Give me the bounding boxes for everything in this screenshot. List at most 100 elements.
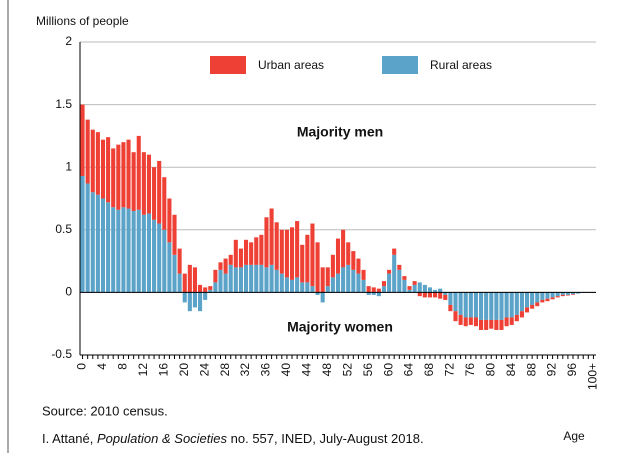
bar-segment [315, 292, 320, 295]
bar-segment [213, 269, 218, 283]
bar-segment [433, 292, 438, 298]
bar-segment [320, 267, 325, 293]
bar-segment [228, 264, 233, 293]
bar-segment [504, 292, 509, 318]
bar-segment [85, 119, 90, 184]
bar-segment [198, 292, 203, 312]
bar-segment [177, 273, 182, 293]
bar-segment [300, 244, 305, 283]
bar-segment [514, 292, 519, 315]
bar-segment [530, 292, 535, 305]
bar-segment [167, 242, 172, 293]
bar-segment [341, 267, 346, 293]
bar-segment [458, 314, 463, 325]
x-tick-label: 20 [177, 363, 191, 377]
legend-swatch [382, 56, 418, 74]
bar-segment [387, 273, 392, 293]
bar-segment [233, 239, 238, 268]
bar-segment [177, 248, 182, 274]
bar-segment [448, 292, 453, 305]
bar-segment [422, 284, 427, 293]
bar-segment [95, 194, 100, 293]
bar-segment [90, 129, 95, 193]
bar-segment [479, 292, 484, 320]
bar-segment [259, 234, 264, 265]
bar-segment [315, 242, 320, 293]
bar-segment [433, 289, 438, 293]
x-tick-label: 100+ [586, 363, 600, 390]
bar-segment [422, 292, 427, 298]
bar-segment [152, 167, 157, 220]
bar-segment [295, 277, 300, 293]
bar-segment [371, 287, 376, 293]
bar-segment [325, 286, 330, 293]
bar-segment [305, 282, 310, 293]
bar-segment [509, 317, 514, 325]
bar-segment [356, 273, 361, 293]
annotation: Majority women [287, 319, 393, 335]
x-tick-label: 88 [524, 363, 538, 377]
bar-segment [289, 227, 295, 280]
bar-segment [530, 304, 535, 309]
y-tick-label: 0 [65, 285, 72, 299]
x-tick-label: 12 [136, 363, 150, 377]
bar-segment [458, 292, 463, 315]
bar-segment [131, 211, 136, 293]
bar-segment [371, 292, 376, 295]
bar-segment [381, 286, 387, 293]
bar-segment [121, 142, 126, 208]
bar-segment [325, 267, 330, 287]
x-tick-label: 44 [300, 363, 314, 377]
bar-segment [560, 294, 565, 297]
bar-segment [162, 229, 167, 293]
bar-segment [167, 198, 172, 243]
bar-segment [381, 281, 387, 287]
bar-segment [141, 214, 146, 293]
bar-segment [249, 264, 254, 293]
bar-segment [80, 104, 85, 176]
x-axis-label: Age [563, 429, 585, 443]
x-tick-label: 4 [95, 363, 109, 370]
bar-segment [473, 317, 478, 327]
bar-segment [397, 269, 402, 293]
x-tick-label: 96 [565, 363, 579, 377]
bar-segment [443, 292, 448, 295]
bar-segment [279, 229, 284, 274]
x-tick-label: 28 [218, 363, 232, 377]
bar-segment [335, 238, 341, 274]
bar-segment [376, 288, 381, 293]
bar-segment [479, 319, 484, 330]
bar-segment [259, 264, 264, 293]
bar-segment [208, 286, 213, 290]
bar-segment [387, 269, 392, 274]
bar-segment [198, 284, 203, 293]
x-tick-label: 92 [545, 363, 559, 377]
bar-segment [182, 273, 187, 293]
bar-segment [157, 223, 162, 293]
credit-part: Population & Societies [97, 431, 228, 446]
x-tick-label: 36 [259, 363, 273, 377]
y-axis-label: Millions of people [36, 14, 129, 28]
bar-segment [570, 292, 576, 295]
bar-segment [111, 148, 116, 208]
bar-segment [279, 273, 284, 293]
bar-segment [341, 229, 346, 268]
bar-segment [284, 277, 289, 293]
bar-segment [295, 221, 300, 278]
bar-segment [392, 254, 397, 293]
bar-segment [274, 222, 279, 270]
bar-segment [540, 299, 545, 303]
bar-segment [519, 311, 524, 318]
bar-segment [111, 207, 116, 293]
bar-segment [274, 269, 279, 293]
x-tick-label: 76 [463, 363, 477, 377]
bar-segment [550, 297, 555, 300]
bar-segment [361, 279, 366, 293]
bar-segment [407, 286, 412, 290]
bar-segment [187, 264, 192, 293]
bar-segment [499, 319, 504, 330]
bar-segment [453, 292, 458, 312]
x-tick-label: 32 [238, 363, 252, 377]
bar-segment [300, 282, 305, 293]
bar-segment [136, 209, 141, 293]
